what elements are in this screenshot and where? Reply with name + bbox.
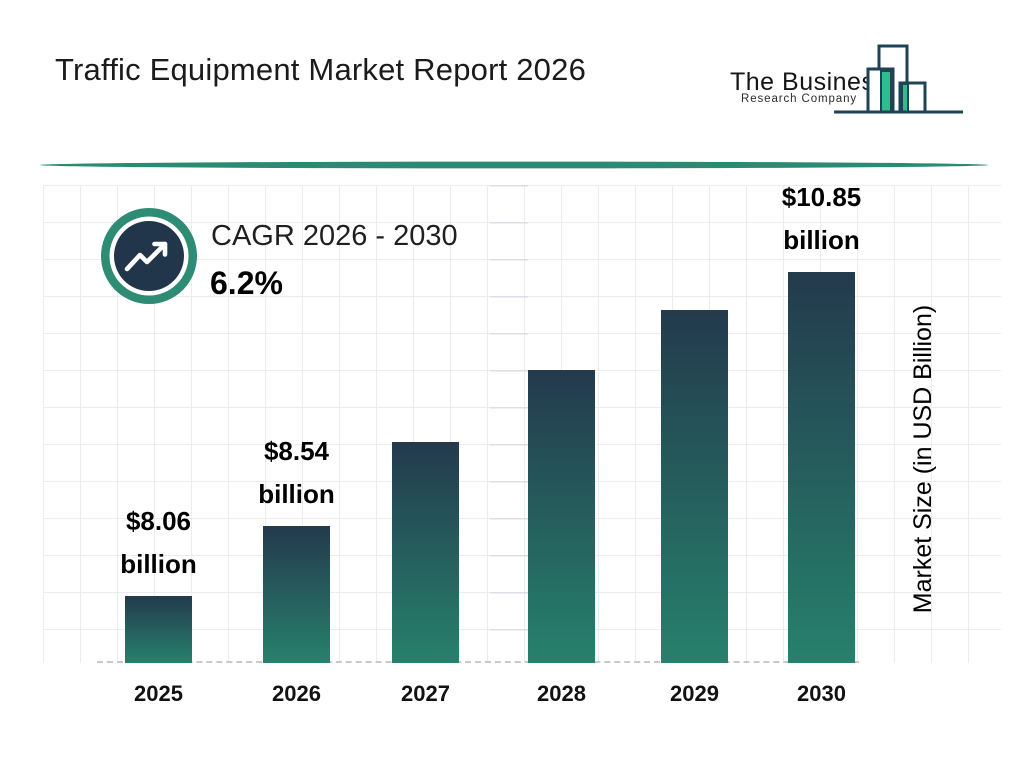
cagr-period-label: CAGR 2026 - 2030 xyxy=(211,220,458,252)
x-axis-label-2030: 2030 xyxy=(797,681,846,706)
logo-text-secondary: Research Company xyxy=(741,93,858,105)
grid-tick-column xyxy=(490,185,528,663)
bar-2030 xyxy=(788,272,855,663)
trending-up-icon xyxy=(101,208,197,304)
x-axis-baseline xyxy=(97,661,859,663)
x-axis-label-2029: 2029 xyxy=(670,681,719,706)
cagr-value: 6.2% xyxy=(210,265,283,301)
bar-2027 xyxy=(392,442,459,663)
y-axis-label: Market Size (in USD Billion) xyxy=(909,304,937,614)
x-axis-label-2026: 2026 xyxy=(272,681,321,706)
value-label-2026: $8.54 billion xyxy=(258,436,335,509)
bar-2025 xyxy=(125,596,192,663)
bar-2029 xyxy=(661,310,728,663)
bar-2028 xyxy=(528,370,595,663)
value-label-2025: $8.06 billion xyxy=(120,506,197,579)
value-label-2030: $10.85 billion xyxy=(781,182,862,255)
x-axis-label-2028: 2028 xyxy=(537,681,586,706)
bar-chart-logo-icon xyxy=(834,44,963,114)
page-title: Traffic Equipment Market Report 2026 xyxy=(55,52,587,87)
bar-2026 xyxy=(263,526,330,663)
x-axis-label-2027: 2027 xyxy=(401,681,450,706)
header-divider xyxy=(40,161,988,169)
logo-text-primary: The Business xyxy=(730,68,888,96)
x-axis-label-2025: 2025 xyxy=(134,681,183,706)
